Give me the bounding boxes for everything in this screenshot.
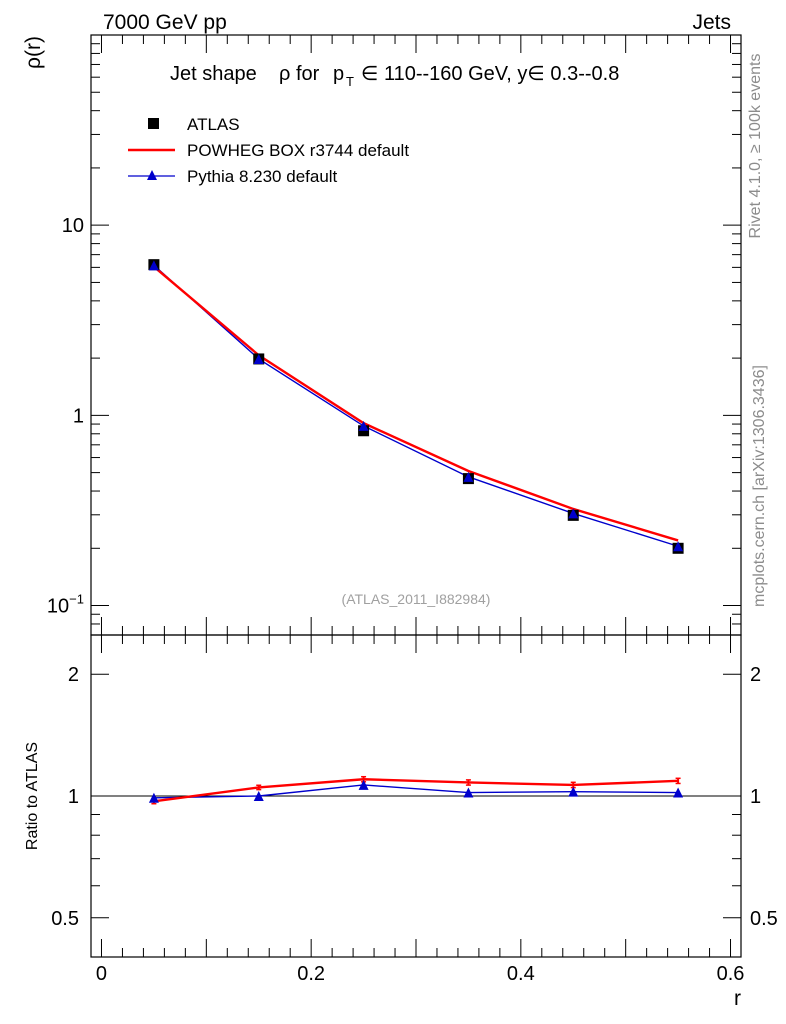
legend-pythia-label: Pythia 8.230 default	[187, 167, 338, 186]
plot-title: Jet shape ρ for p T ∈ 110--160 GeV, y∈ 0.3--0…	[170, 63, 619, 89]
ratio-y-tick-label-left: 0.5	[51, 908, 79, 930]
pythia-line	[153, 264, 679, 547]
legend: ATLAS POWHEG BOX r3744 default Pythia 8.…	[128, 115, 409, 186]
legend-powheg-label: POWHEG BOX r3744 default	[187, 141, 409, 160]
main-y-tick-label: 10	[62, 215, 84, 237]
x-axis-title: r	[734, 987, 741, 1010]
main-data-layer	[148, 259, 684, 554]
powheg-line	[153, 265, 679, 542]
ratio-y-tick-label-left: 1	[68, 786, 79, 808]
pythia-ratio-point	[673, 787, 684, 798]
header-process: Jets	[692, 11, 731, 34]
pythia-ratio-point	[148, 792, 159, 803]
powheg-ratio-line	[153, 778, 679, 803]
pythia-point	[148, 260, 159, 271]
main-y-tick-label: 1	[73, 405, 84, 427]
x-tick-label: 0.4	[507, 963, 535, 985]
main-y-tick-label: 10−1	[47, 592, 84, 618]
pythia-ratio-point	[463, 787, 474, 798]
y-axis-title-ratio: Ratio to ATLAS	[24, 742, 41, 850]
x-tick-label: 0.6	[717, 963, 745, 985]
main-axis-ticks	[91, 34, 741, 636]
rivet-version-label: Rivet 4.1.0, ≥ 100k events	[747, 54, 764, 239]
ratio-y-tick-label-left: 2	[68, 664, 79, 686]
pythia-point	[463, 471, 474, 482]
ratio-data-layer	[148, 775, 684, 805]
pythia-ratio-point	[568, 786, 579, 797]
legend-atlas-label: ATLAS	[187, 115, 240, 134]
main-y-tick-labels: 10 1 10−1	[47, 215, 84, 617]
pythia-point	[253, 353, 264, 364]
legend-pythia-marker	[147, 170, 157, 180]
ratio-y-tick-label-right: 2	[750, 664, 761, 686]
pythia-ratio-line	[153, 784, 679, 799]
x-tick-label: 0	[96, 963, 107, 985]
pythia-ratio-point	[253, 791, 264, 801]
analysis-watermark: (ATLAS_2011_I882984)	[342, 591, 491, 607]
ratio-y-tick-labels: 2 2 1 1 0.5 0.5	[51, 664, 778, 930]
pythia-point	[568, 508, 579, 519]
ratio-y-tick-label-right: 1	[750, 786, 761, 808]
pythia-ratio-point	[358, 779, 369, 790]
pythia-point	[358, 420, 369, 431]
y-axis-title-main: ρ(r)	[22, 36, 45, 69]
legend-atlas-marker	[148, 118, 159, 129]
ratio-y-tick-label-right: 0.5	[750, 908, 778, 930]
pythia-point	[673, 541, 684, 552]
header-energy: 7000 GeV pp	[103, 11, 227, 34]
mcplots-source-label: mcplots.cern.ch [arXiv:1306.3436]	[751, 365, 768, 607]
x-tick-labels: 0 0.2 0.4 0.6	[96, 963, 745, 985]
x-tick-label: 0.2	[297, 963, 325, 985]
